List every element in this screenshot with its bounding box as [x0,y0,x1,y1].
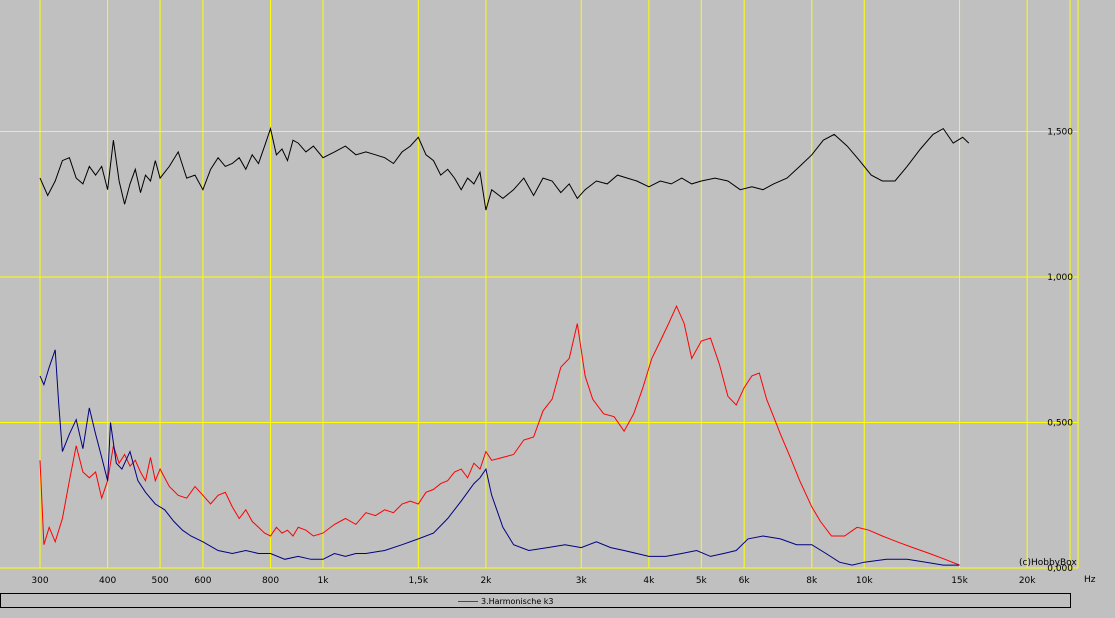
series-navy-line [39,349,960,566]
y-tick-label: 1,000 [1047,273,1073,283]
series-layer [39,126,970,566]
series-k3-line [39,304,960,566]
credit-label: (c)HobbyBox [1019,558,1077,568]
x-tick-label: 300 [31,576,48,586]
x-tick-label: 1k [318,576,330,586]
x-tick-label: 15k [951,576,968,586]
legend-swatch-red [458,600,478,602]
x-tick-label: 10k [856,576,873,586]
x-tick-label: 600 [194,576,211,586]
legend: 3.Harmonische k3 [0,593,1071,608]
x-tick-label: 2k [480,576,492,586]
x-tick-label: 6k [739,576,751,586]
x-tick-label: 500 [151,576,168,586]
grid [0,0,1079,569]
x-tick-label: 20k [1019,576,1036,586]
y-tick-labels: 0,000 0,500 1,000 1,500 [1047,128,1073,575]
x-tick-label: 5k [696,576,708,586]
x-tick-label: 400 [99,576,116,586]
legend-item-k3: 3.Harmonische k3 [458,595,554,607]
y-tick-label: 1,500 [1047,128,1073,138]
frequency-response-chart: 300 400 500 600 800 1k 1,5k 2k 3k 4k 5k 6k 8k 10k 15k 2… [0,0,1096,586]
x-tick-label: 1,5k [409,576,429,586]
x-tick-label: 3k [576,576,588,586]
series-black-line [39,126,970,211]
x-tick-label: 4k [643,576,655,586]
x-axis-label: Hz [1084,575,1096,585]
x-tick-label: 8k [806,576,818,586]
y-tick-label: 0,000 [1047,564,1073,574]
x-tick-labels: 300 400 500 600 800 1k 1,5k 2k 3k 4k 5k 6k 8k 10k 15k 2… [31,576,1036,586]
x-tick-label: 800 [262,576,279,586]
y-tick-label: 0,500 [1047,419,1073,429]
legend-label-k3: 3.Harmonische k3 [481,596,554,606]
